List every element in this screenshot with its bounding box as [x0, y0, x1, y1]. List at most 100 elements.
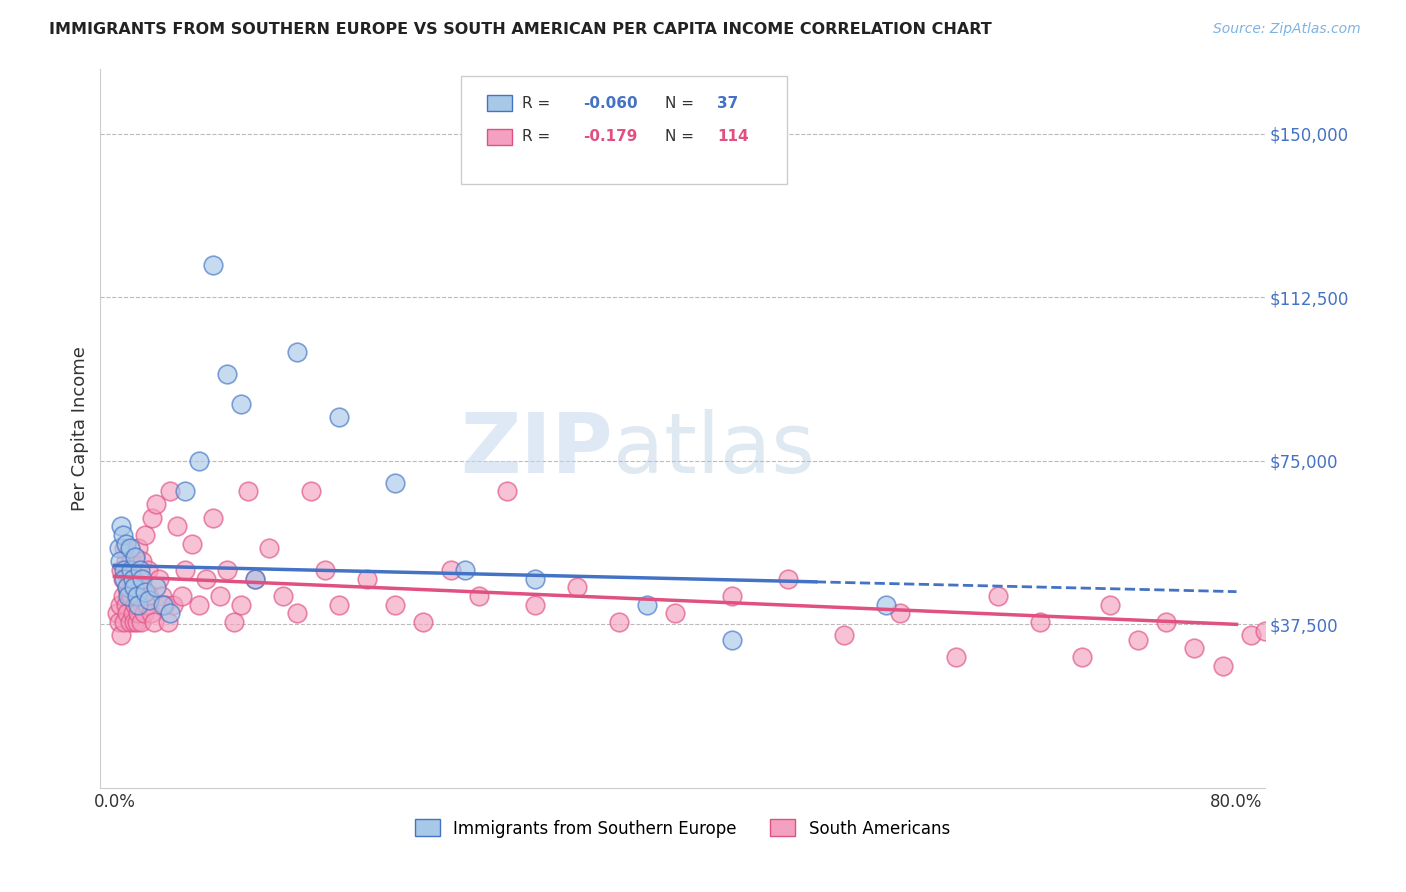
Point	[135, 598, 157, 612]
Y-axis label: Per Capita Income: Per Capita Income	[72, 346, 89, 510]
Point	[117, 563, 139, 577]
Point	[120, 554, 142, 568]
Text: IMMIGRANTS FROM SOUTHERN EUROPE VS SOUTH AMERICAN PER CAPITA INCOME CORRELATION : IMMIGRANTS FROM SOUTHERN EUROPE VS SOUTH…	[49, 22, 993, 37]
Point	[1211, 658, 1233, 673]
Text: 37: 37	[717, 95, 738, 111]
Point	[125, 580, 148, 594]
Point	[148, 572, 170, 586]
Point	[170, 589, 193, 603]
Point	[153, 598, 176, 612]
Point	[173, 484, 195, 499]
Point	[1239, 628, 1261, 642]
Point	[524, 572, 547, 586]
Point	[136, 563, 159, 577]
Point	[1281, 650, 1303, 665]
Point	[122, 580, 145, 594]
Point	[108, 554, 131, 568]
Point	[125, 589, 148, 603]
Point	[139, 607, 162, 621]
Point	[832, 628, 855, 642]
Point	[107, 615, 129, 630]
Point	[121, 572, 143, 586]
Point	[118, 541, 141, 555]
Point	[285, 607, 308, 621]
Point	[138, 593, 160, 607]
Point	[150, 589, 173, 603]
Point	[114, 537, 136, 551]
Point	[121, 572, 143, 586]
Point	[454, 563, 477, 577]
Text: atlas: atlas	[613, 409, 814, 491]
Text: R =: R =	[522, 95, 555, 111]
Point	[1309, 615, 1331, 630]
Point	[314, 563, 336, 577]
Point	[987, 589, 1010, 603]
Text: 114: 114	[717, 129, 749, 145]
Point	[115, 580, 138, 594]
Point	[187, 454, 209, 468]
Point	[229, 598, 252, 612]
Point	[107, 541, 129, 555]
Bar	[486, 95, 513, 111]
Point	[110, 628, 132, 642]
Point	[299, 484, 322, 499]
Point	[1071, 650, 1094, 665]
Point	[194, 572, 217, 586]
Point	[166, 519, 188, 533]
Point	[129, 615, 152, 630]
Point	[125, 615, 148, 630]
Point	[131, 572, 153, 586]
Point	[567, 580, 589, 594]
Point	[201, 510, 224, 524]
Point	[720, 632, 742, 647]
Point	[112, 615, 135, 630]
Point	[243, 572, 266, 586]
Point	[131, 580, 153, 594]
Point	[440, 563, 463, 577]
Legend: Immigrants from Southern Europe, South Americans: Immigrants from Southern Europe, South A…	[408, 813, 956, 844]
Point	[112, 563, 135, 577]
FancyBboxPatch shape	[461, 76, 787, 184]
Point	[120, 563, 142, 577]
Point	[636, 598, 658, 612]
Point	[114, 598, 136, 612]
Point	[108, 598, 131, 612]
Point	[128, 563, 150, 577]
Point	[328, 410, 350, 425]
Text: N =: N =	[665, 129, 699, 145]
Point	[496, 484, 519, 499]
Point	[112, 541, 135, 555]
Point	[1128, 632, 1150, 647]
Point	[285, 344, 308, 359]
Point	[118, 615, 141, 630]
Point	[152, 598, 174, 612]
Point	[114, 554, 136, 568]
Point	[1156, 615, 1178, 630]
Point	[1029, 615, 1052, 630]
Point	[111, 528, 134, 542]
Point	[117, 584, 139, 599]
Point	[128, 572, 150, 586]
Point	[127, 541, 149, 555]
Bar	[486, 129, 513, 145]
Point	[945, 650, 967, 665]
Point	[1253, 624, 1275, 638]
Point	[215, 367, 238, 381]
Point	[222, 615, 245, 630]
Point	[236, 484, 259, 499]
Point	[720, 589, 742, 603]
Point	[162, 598, 184, 612]
Point	[173, 563, 195, 577]
Point	[875, 598, 897, 612]
Text: R =: R =	[522, 129, 555, 145]
Point	[138, 589, 160, 603]
Point	[134, 528, 156, 542]
Point	[120, 589, 142, 603]
Point	[412, 615, 434, 630]
Point	[127, 598, 149, 612]
Point	[201, 258, 224, 272]
Point	[124, 549, 146, 564]
Point	[215, 563, 238, 577]
Point	[524, 598, 547, 612]
Point	[1393, 641, 1406, 656]
